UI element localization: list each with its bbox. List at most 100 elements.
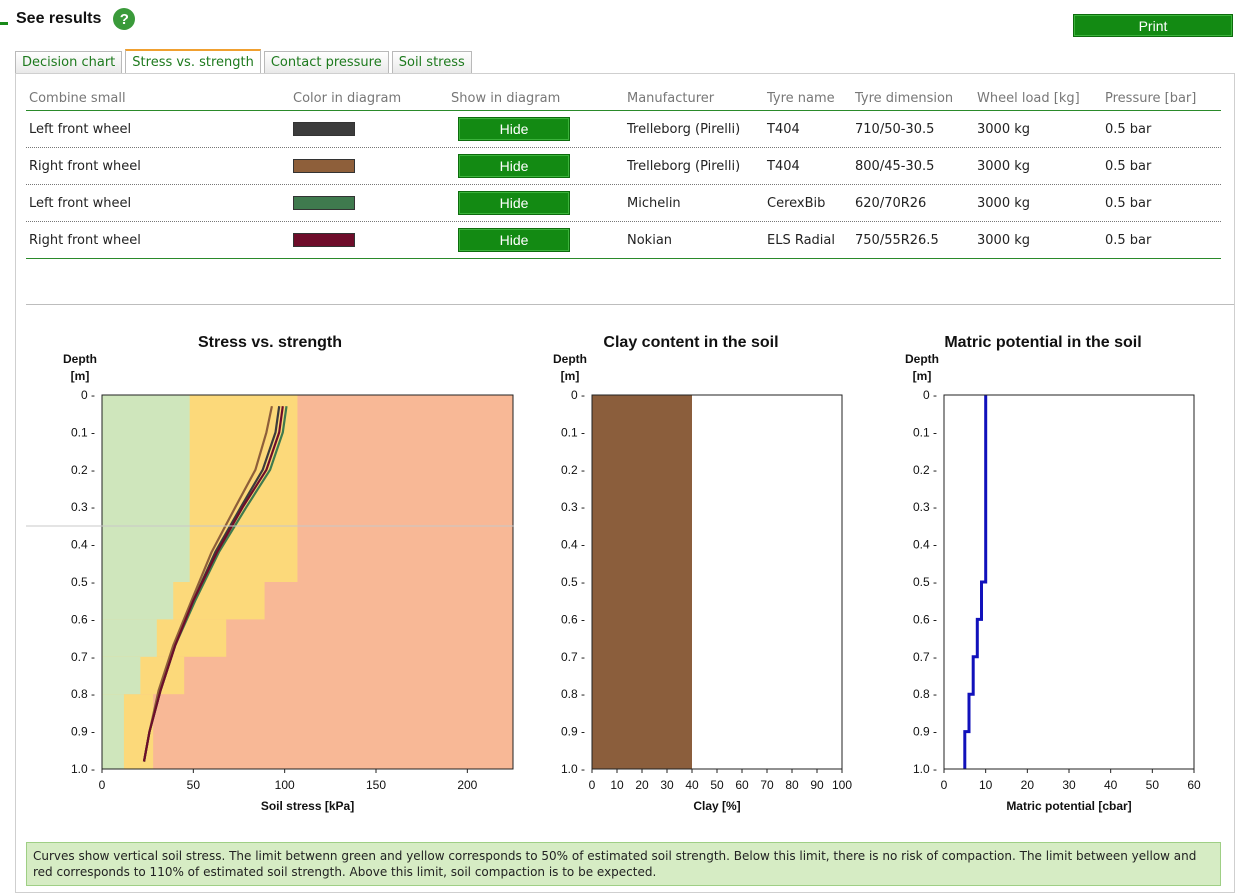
col-tyre-name: Tyre name — [767, 90, 835, 106]
x-tick-label: 0 — [99, 778, 106, 792]
pressure-cell: 0.5 bar — [1105, 195, 1152, 211]
y-tick-label: 0.1 - — [913, 425, 937, 439]
wheel-cell: Right front wheel — [29, 158, 141, 174]
x-tick-label: 20 — [635, 778, 649, 792]
x-tick-label: 200 — [457, 778, 477, 792]
hide-button[interactable]: Hide — [458, 191, 570, 215]
tab-contact-pressure[interactable]: Contact pressure — [263, 51, 389, 73]
tab-decision-chart[interactable]: Decision chart — [15, 51, 123, 73]
y-tick-label: 0 - — [81, 388, 95, 402]
col-pressure: Pressure [bar] — [1105, 90, 1197, 106]
green-zone — [102, 694, 124, 769]
manufacturer-cell: Trelleborg (Pirelli) — [627, 158, 741, 174]
x-tick-label: 40 — [685, 778, 699, 792]
green-zone — [102, 619, 157, 657]
x-tick-label: 30 — [660, 778, 674, 792]
y-tick-label: 0.5 - — [561, 575, 585, 589]
y-tick-label: 0.5 - — [71, 575, 95, 589]
x-tick-label: 30 — [1062, 778, 1076, 792]
color-swatch — [293, 159, 355, 173]
print-button[interactable]: Print — [1073, 14, 1233, 37]
y-tick-label: 0.2 - — [913, 463, 937, 477]
section-divider — [26, 304, 1234, 305]
section-marker — [0, 21, 8, 25]
y-tick-label: 0.7 - — [71, 650, 95, 664]
x-tick-label: 90 — [810, 778, 824, 792]
color-swatch — [293, 196, 355, 210]
y-axis-label: [m] — [561, 369, 580, 383]
tyre-dimension-cell: 800/45-30.5 — [855, 158, 935, 174]
tyre-name-cell: CerexBib — [767, 195, 826, 211]
y-tick-label: 0.6 - — [71, 612, 95, 626]
charts-area: Stress vs. strength Depth [m] Soil stress [… — [26, 334, 1201, 813]
pressure-cell: 0.5 bar — [1105, 121, 1152, 137]
tyre-name-cell: ELS Radial — [767, 232, 835, 248]
y-tick-label: 0.9 - — [913, 725, 937, 739]
tyre-dimension-cell: 620/70R26 — [855, 195, 927, 211]
x-tick-label: 20 — [1021, 778, 1035, 792]
table-header: Combine small Color in diagram Show in d… — [26, 86, 1221, 111]
y-tick-label: 0.3 - — [561, 500, 585, 514]
manufacturer-cell: Nokian — [627, 232, 673, 248]
page-title: See results — [16, 10, 102, 27]
table-row: Right front wheel Hide Nokian ELS Radial… — [26, 222, 1221, 259]
y-tick-label: 1.0 - — [71, 762, 95, 776]
x-axis-label: Matric potential [cbar] — [1006, 799, 1131, 813]
chart-title: Matric potential in the soil — [944, 334, 1141, 351]
y-tick-label: 0.1 - — [71, 425, 95, 439]
y-tick-label: 1.0 - — [561, 762, 585, 776]
y-tick-label: 0.2 - — [71, 463, 95, 477]
hide-button[interactable]: Hide — [458, 154, 570, 178]
tab-bar: Decision chart Stress vs. strength Conta… — [15, 49, 475, 74]
x-tick-label: 100 — [275, 778, 295, 792]
section-header: See results ? — [0, 6, 136, 32]
col-color: Color in diagram — [293, 90, 402, 106]
x-tick-label: 70 — [760, 778, 774, 792]
green-zone — [102, 582, 174, 620]
col-show: Show in diagram — [451, 90, 561, 106]
x-tick-label: 80 — [785, 778, 799, 792]
color-swatch — [293, 122, 355, 136]
y-tick-label: 0.6 - — [561, 612, 585, 626]
y-tick-label: 0.6 - — [913, 612, 937, 626]
x-tick-label: 50 — [187, 778, 201, 792]
y-tick-label: 0.5 - — [913, 575, 937, 589]
tyre-name-cell: T404 — [767, 121, 800, 137]
y-tick-label: 0.8 - — [913, 687, 937, 701]
y-tick-label: 0 - — [923, 388, 937, 402]
y-tick-label: 0.4 - — [71, 538, 95, 552]
y-tick-label: 0.3 - — [913, 500, 937, 514]
tab-stress-vs-strength[interactable]: Stress vs. strength — [125, 49, 261, 73]
tab-soil-stress[interactable]: Soil stress — [391, 51, 472, 73]
pressure-cell: 0.5 bar — [1105, 232, 1152, 248]
wheel-cell: Left front wheel — [29, 121, 132, 137]
x-tick-label: 150 — [366, 778, 386, 792]
hide-button[interactable]: Hide — [458, 117, 570, 141]
wheel-load-cell: 3000 kg — [977, 232, 1030, 248]
wheel-load-cell: 3000 kg — [977, 121, 1030, 137]
y-axis-label: Depth — [905, 352, 939, 366]
x-tick-label: 0 — [589, 778, 596, 792]
y-axis-label: Depth — [63, 352, 97, 366]
table-row: Left front wheel Hide Michelin CerexBib … — [26, 185, 1221, 222]
col-tyre-dimension: Tyre dimension — [855, 90, 954, 106]
x-tick-label: 10 — [610, 778, 624, 792]
y-tick-label: 0 - — [571, 388, 585, 402]
col-wheel-load: Wheel load [kg] — [977, 90, 1080, 106]
chart-title: Clay content in the soil — [603, 334, 778, 351]
y-axis-label: [m] — [71, 369, 90, 383]
col-combine: Combine small — [29, 90, 126, 106]
wheel-cell: Right front wheel — [29, 232, 141, 248]
x-tick-label: 10 — [979, 778, 993, 792]
clay-bar — [592, 395, 692, 769]
pressure-cell: 0.5 bar — [1105, 158, 1152, 174]
table-row: Right front wheel Hide Trelleborg (Pirel… — [26, 148, 1221, 185]
help-icon[interactable]: ? — [113, 8, 136, 30]
x-tick-label: 50 — [1146, 778, 1160, 792]
y-tick-label: 0.9 - — [561, 725, 585, 739]
color-swatch — [293, 233, 355, 247]
x-tick-label: 60 — [735, 778, 749, 792]
y-tick-label: 0.8 - — [561, 687, 585, 701]
hide-button[interactable]: Hide — [458, 228, 570, 252]
x-tick-label: 100 — [832, 778, 852, 792]
